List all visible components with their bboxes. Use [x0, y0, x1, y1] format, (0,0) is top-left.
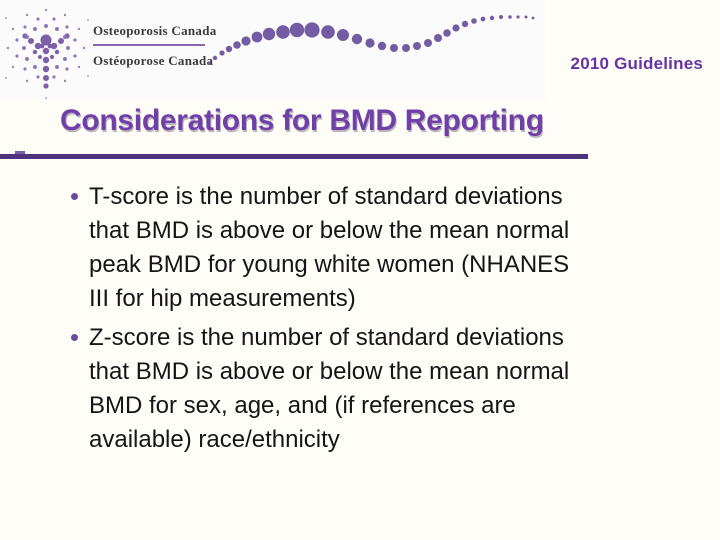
bullet-line: available) race/ethnicity — [89, 426, 340, 453]
bullet-tscore-lines: T-score is the number of standard deviat… — [89, 180, 682, 316]
bullet-line: III for hip measurements) — [89, 285, 356, 312]
header-logo-block: Osteoporosis Canada Ostéoporose Canada — [0, 0, 546, 100]
bullet-marker-icon — [71, 334, 78, 341]
bullet-line: Z-score is the number of standard deviat… — [89, 324, 564, 351]
title-rule — [0, 154, 588, 159]
page-title: Considerations for BMD Reporting — [60, 104, 544, 137]
bullet-tscore: T-score is the number of standard deviat… — [62, 180, 682, 316]
bullet-zscore-lines: Z-score is the number of standard deviat… — [89, 321, 682, 457]
logo-name-french: Ostéoporose Canada — [93, 53, 214, 68]
bullet-line: peak BMD for young white women (NHANES — [89, 251, 570, 278]
logo-name-english: Osteoporosis Canada — [93, 23, 217, 38]
logo-divider — [93, 44, 205, 46]
dot-wave-icon — [207, 15, 535, 65]
bullet-marker-icon — [71, 193, 78, 200]
body-text: T-score is the number of standard deviat… — [62, 180, 682, 457]
bullet-line: that BMD is above or below the mean norm… — [89, 217, 570, 244]
title-rule-notch — [15, 151, 25, 154]
guidelines-badge: 2010 Guidelines — [570, 54, 703, 73]
bullet-line: BMD for sex, age, and (if references are — [89, 392, 516, 419]
osteoporosis-logo-dots-icon — [5, 8, 89, 99]
logo-wordmark: Osteoporosis Canada Ostéoporose Canada — [93, 24, 223, 67]
bullet-zscore: Z-score is the number of standard deviat… — [62, 321, 682, 457]
bullet-line: T-score is the number of standard deviat… — [89, 183, 563, 210]
bullet-line: that BMD is above or below the mean norm… — [89, 358, 570, 385]
